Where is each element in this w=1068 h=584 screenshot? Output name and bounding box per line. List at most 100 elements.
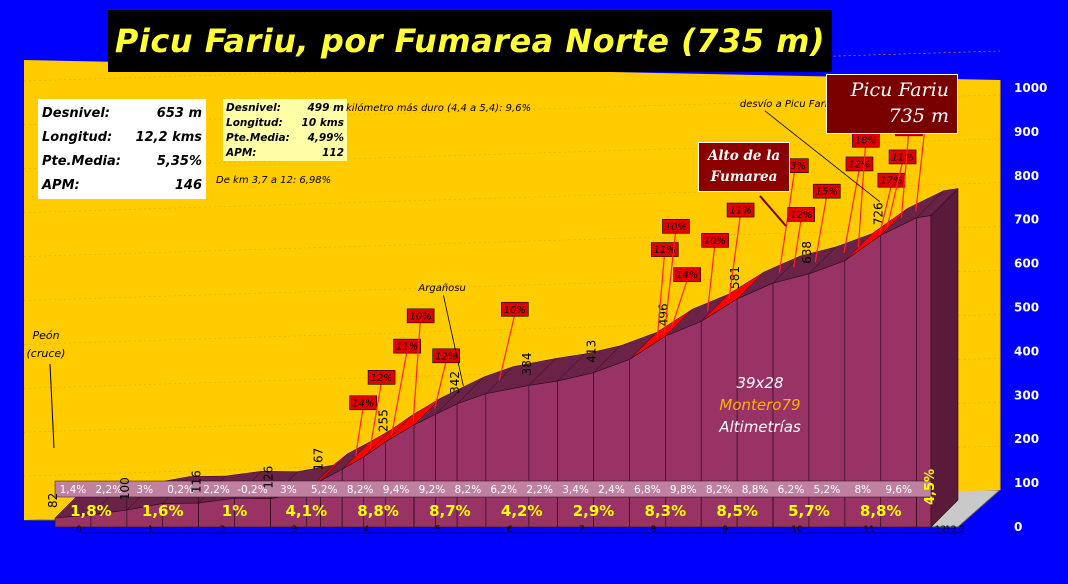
stat-label: Desnivel: bbox=[226, 101, 281, 114]
callout-text: 12% bbox=[848, 159, 870, 170]
callout-leader bbox=[843, 170, 860, 254]
altitude-label: 413 bbox=[585, 340, 599, 363]
half-km-grade: 6,2% bbox=[490, 484, 517, 496]
peak-name: Picu Fariu bbox=[850, 79, 949, 101]
half-km-grade: 5,2% bbox=[311, 484, 338, 496]
callout-leader bbox=[857, 147, 866, 248]
callout-box bbox=[726, 202, 755, 218]
annotation-pointer bbox=[443, 295, 464, 387]
callout-text: 13% bbox=[784, 161, 806, 172]
final-grade: 4,5% bbox=[923, 469, 938, 505]
km-grade: 4,1% bbox=[286, 502, 328, 520]
y-tick-label: 1000 bbox=[1014, 81, 1047, 95]
callout-leader bbox=[900, 135, 910, 218]
altitude-label: 342 bbox=[448, 371, 462, 394]
callout-leader bbox=[434, 362, 447, 409]
x-tick-label: 3 bbox=[292, 525, 298, 535]
callout-leader bbox=[886, 163, 903, 229]
x-tick-label: 12 bbox=[935, 525, 946, 535]
half-km-grade: 8,2% bbox=[455, 484, 482, 496]
half-km-grade: 2,2% bbox=[526, 484, 553, 496]
callout-box bbox=[673, 267, 701, 282]
callout-leader bbox=[656, 256, 665, 339]
callout-text: 11% bbox=[654, 245, 676, 256]
stats-row: Desnivel: 499 m bbox=[226, 100, 344, 115]
stat-label: Pte.Media: bbox=[226, 131, 290, 144]
peak-label-box: Picu Fariu 735 m bbox=[826, 74, 958, 134]
y-tick-label: 400 bbox=[1014, 344, 1039, 358]
half-km-grade: 0,2% bbox=[167, 484, 194, 496]
stat-value: 499 m bbox=[307, 101, 344, 114]
alto-pointer bbox=[759, 195, 787, 227]
half-km-grade: 6,2% bbox=[778, 484, 805, 496]
callout-box bbox=[787, 207, 816, 222]
alto-label-box: Alto de la Fumarea bbox=[698, 142, 790, 192]
profile-end-face bbox=[930, 187, 959, 528]
stats-row: APM: 112 bbox=[226, 145, 344, 160]
author: Montero79 bbox=[719, 396, 801, 414]
stat-value: 653 m bbox=[156, 105, 202, 121]
half-km-grade: 2,4% bbox=[598, 484, 625, 496]
callout-text: 15% bbox=[816, 187, 838, 198]
credits: 39x28 Montero79 Altimetrías bbox=[690, 372, 830, 438]
steep-callouts: 14% 12% 11% 10% 12% 10% 11% 10% 14% 10% 11% 13% 12% 1… bbox=[349, 96, 942, 456]
stats-row: Desnivel: 653 m bbox=[42, 101, 202, 125]
km-grade: 4,2% bbox=[501, 502, 543, 520]
callout-leader bbox=[663, 233, 677, 334]
alto-line2: Fumarea bbox=[710, 169, 778, 185]
km-grade: 8,8% bbox=[357, 502, 399, 520]
y-tick-label: 100 bbox=[1014, 476, 1039, 490]
stat-label: APM: bbox=[226, 146, 257, 159]
callout-text: 10% bbox=[704, 236, 726, 247]
callout-box bbox=[406, 308, 435, 324]
hardest-km-note: kilómetro más duro (4,4 a 5,4): 9,6% bbox=[346, 103, 532, 114]
callout-box bbox=[393, 338, 421, 354]
half-km-grade: -0,2% bbox=[237, 484, 267, 496]
half-km-grade: 6,8% bbox=[634, 484, 661, 496]
peak-altitude: 735 m bbox=[888, 105, 949, 127]
km-grade: 8,8% bbox=[860, 502, 902, 520]
altitude-label: 638 bbox=[800, 241, 814, 264]
x-tick-label: 2 bbox=[220, 525, 226, 535]
y-tick-label: 200 bbox=[1014, 432, 1039, 446]
callout-box bbox=[349, 395, 378, 411]
callout-leader bbox=[793, 221, 802, 268]
start-pointer bbox=[49, 363, 55, 449]
half-km-grade: 3% bbox=[280, 484, 297, 496]
callout-text: 18% bbox=[855, 136, 877, 147]
x-tick-label: 9 bbox=[722, 525, 728, 535]
km-grade: 8,7% bbox=[429, 502, 471, 520]
km-grade: 8,5% bbox=[716, 502, 758, 520]
stats-row: Longitud: 10 kms bbox=[226, 115, 344, 130]
y-tick-label: 900 bbox=[1014, 125, 1039, 139]
stat-value: 4,99% bbox=[307, 131, 344, 144]
half-km-grade: 5,2% bbox=[814, 484, 841, 496]
km-grade: 1,8% bbox=[70, 502, 112, 520]
altitude-label: 167 bbox=[312, 448, 326, 471]
half-km-band bbox=[54, 480, 932, 498]
callout-box bbox=[501, 301, 529, 317]
x-tick-label: 12,2 bbox=[945, 525, 965, 535]
callout-text: 12% bbox=[370, 373, 392, 384]
altitude-label: 581 bbox=[728, 266, 742, 289]
x-tick-label: 11 bbox=[863, 525, 874, 535]
half-km-grade: 9,2% bbox=[419, 484, 446, 496]
callout-text: 14% bbox=[676, 270, 698, 281]
stats-row: Pte.Media: 5,35% bbox=[42, 149, 202, 173]
km-grade: 2,9% bbox=[573, 502, 615, 520]
y-tick-label: 700 bbox=[1014, 213, 1039, 227]
grade-bands: 1,4% 2,2% 3% 0,2% 2,2% -0,2% 3% 5,2% 8,2% 9,4% 9,2… bbox=[54, 469, 938, 520]
y-tick-label: 300 bbox=[1014, 388, 1039, 402]
km-range-note: De km 3,7 a 12: 6,98% bbox=[216, 175, 332, 186]
stat-value: 10 kms bbox=[301, 116, 344, 129]
alto-line1: Alto de la bbox=[707, 148, 781, 164]
callout-box bbox=[432, 348, 460, 364]
x-tick-label: 7 bbox=[579, 525, 585, 535]
x-tick-label: 0 bbox=[76, 525, 82, 535]
callout-text: 12% bbox=[435, 351, 457, 362]
title-banner: Picu Fariu, por Fumarea Norte (735 m) bbox=[108, 10, 832, 72]
km-grade: 1% bbox=[222, 502, 247, 520]
stat-value: 146 bbox=[174, 177, 202, 193]
gear-ratio: 39x28 bbox=[736, 374, 784, 392]
